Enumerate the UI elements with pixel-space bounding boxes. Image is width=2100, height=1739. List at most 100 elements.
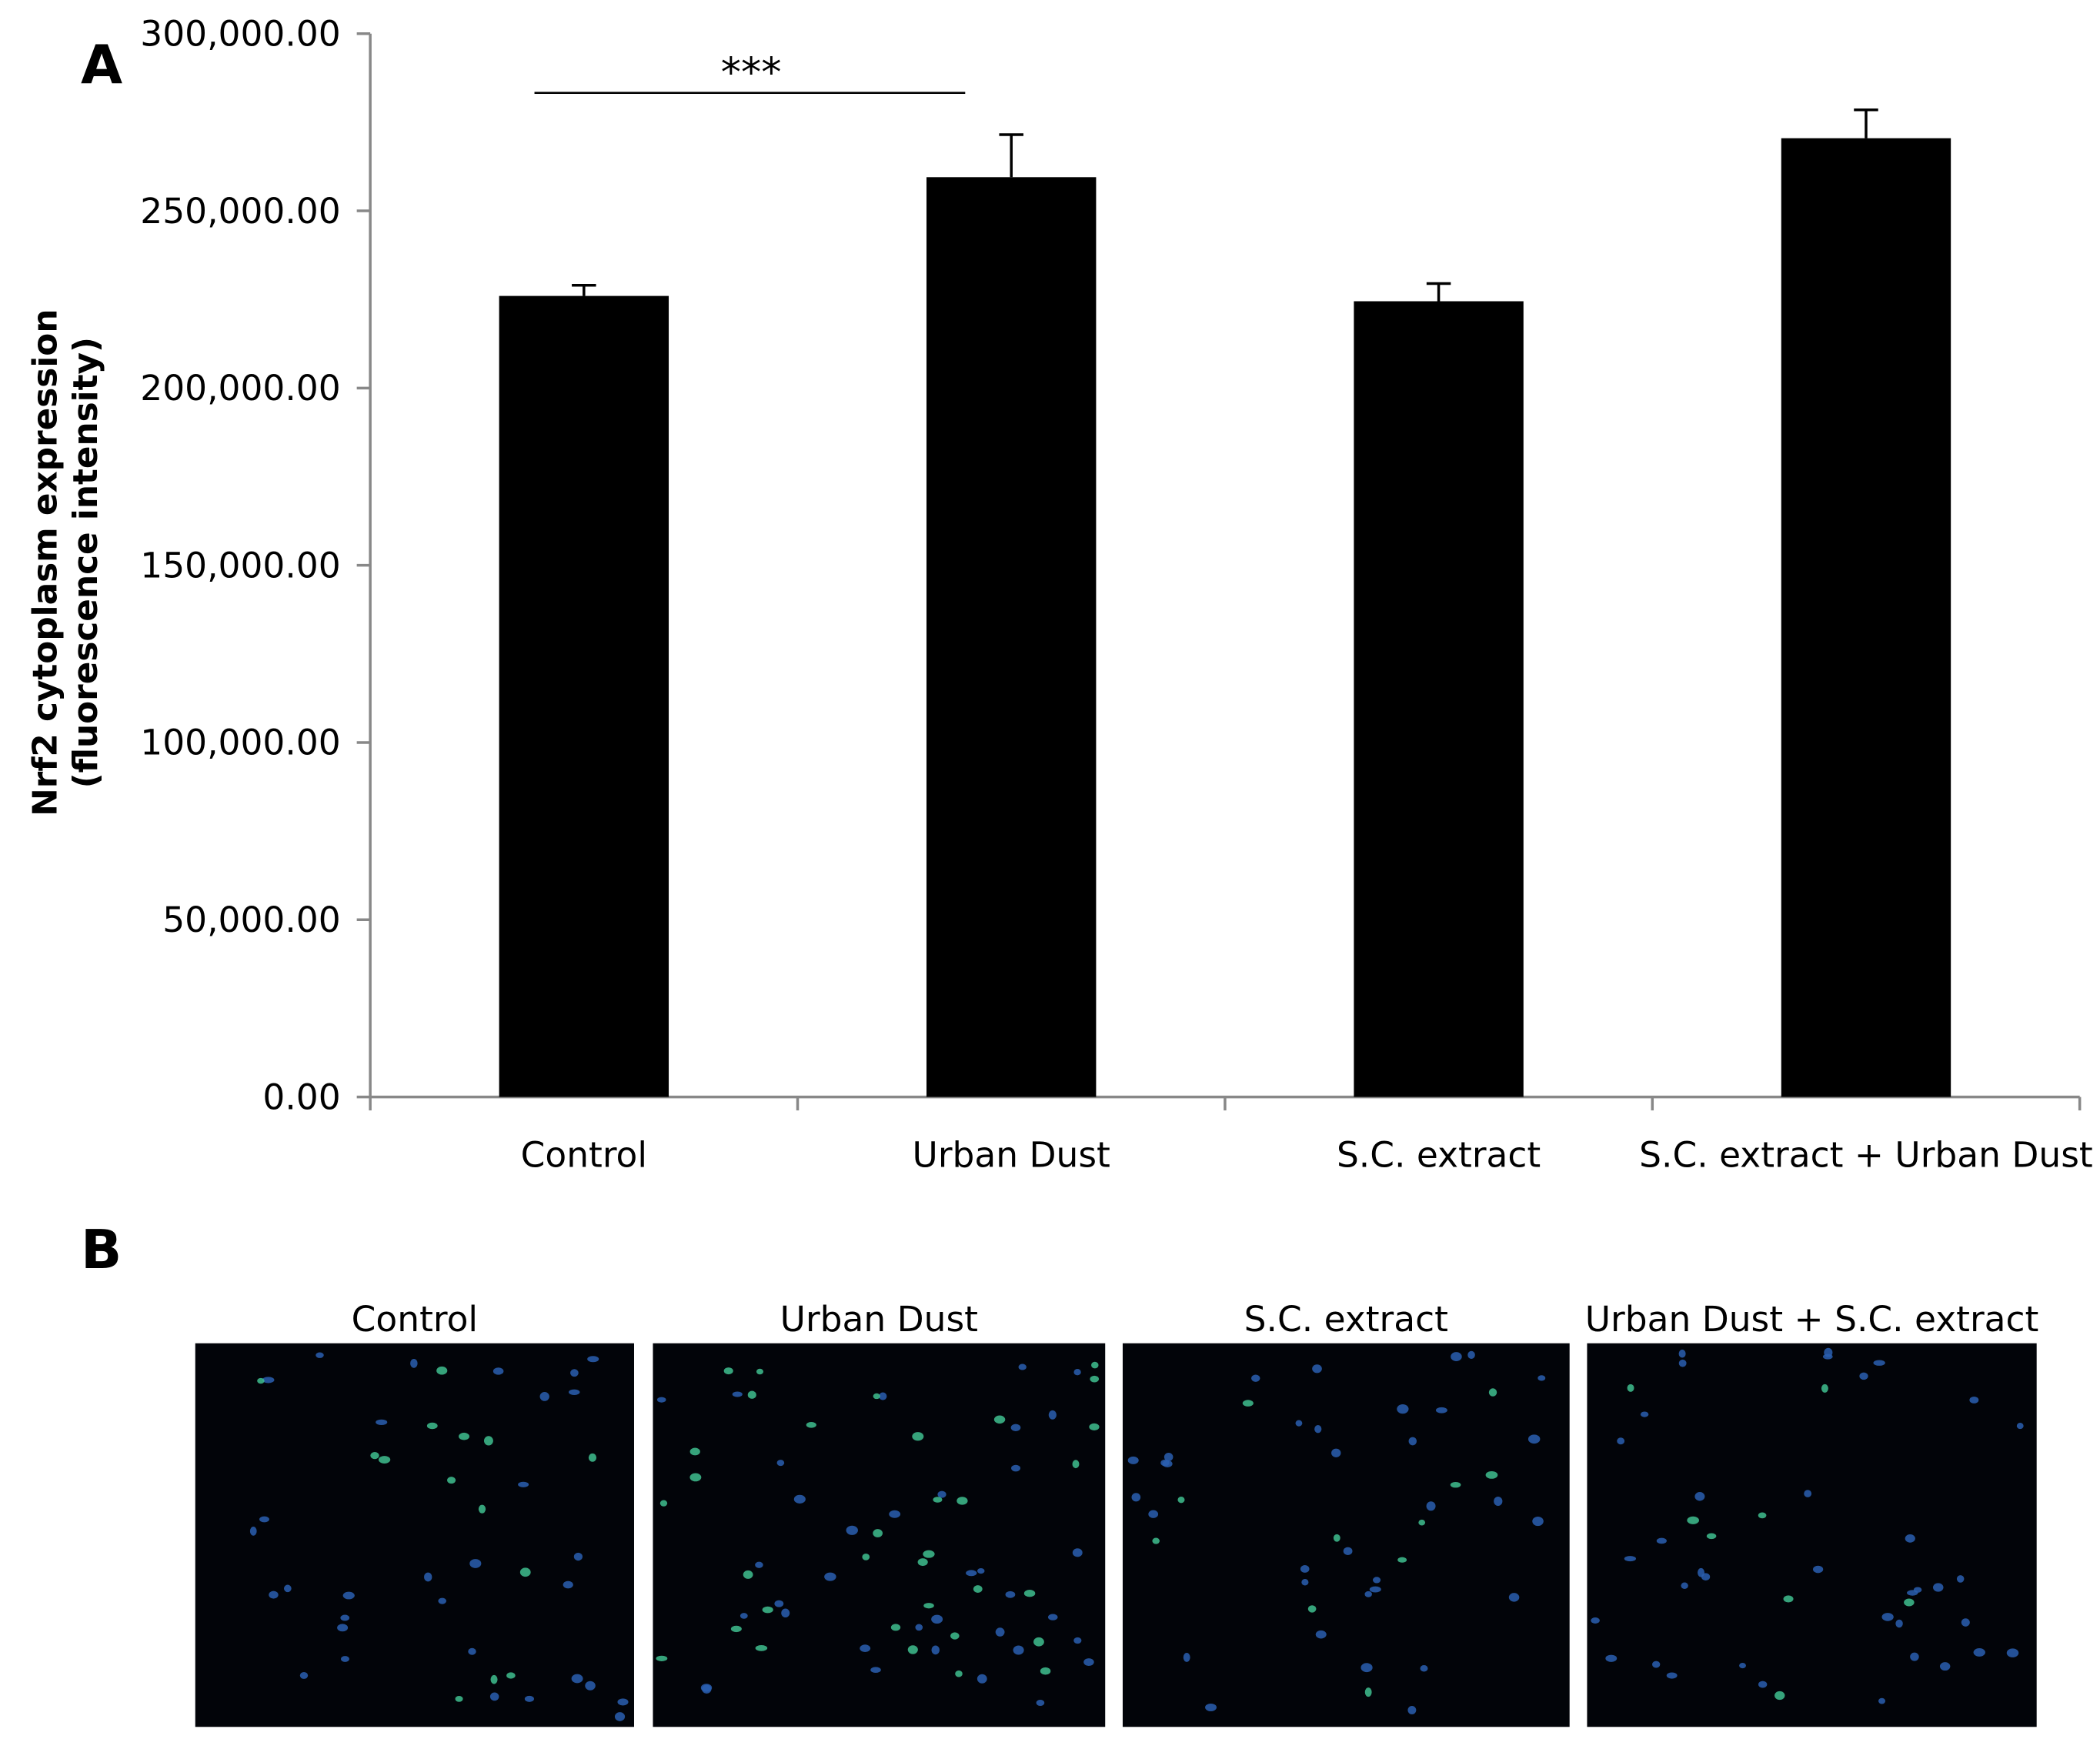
cell — [873, 1529, 883, 1537]
cell — [2006, 1648, 2019, 1657]
cell — [747, 1390, 756, 1399]
cell — [2016, 1423, 2024, 1430]
micrograph-background — [1122, 1343, 1570, 1727]
y-axis-label: Nrf2 cytoplasm expression (fluorescence … — [26, 309, 105, 816]
y-tick-label: 150,000.00 — [140, 545, 340, 586]
cell — [917, 1558, 928, 1567]
cell — [1011, 1464, 1020, 1472]
image-title: Urban Dust — [780, 1299, 978, 1340]
cell — [1678, 1359, 1687, 1367]
cell — [862, 1554, 870, 1560]
bar — [926, 177, 1097, 1097]
cell — [1758, 1512, 1767, 1519]
cell — [907, 1645, 918, 1654]
cell — [1127, 1456, 1139, 1464]
cell — [1591, 1617, 1600, 1624]
cell — [774, 1600, 784, 1607]
x-tick-label: S.C. extract + Urban Dust — [1639, 1135, 2093, 1176]
cell — [933, 1497, 943, 1503]
micrograph-background — [195, 1343, 634, 1727]
cell — [923, 1550, 935, 1558]
cell — [1537, 1375, 1546, 1381]
cell — [1131, 1493, 1141, 1502]
cell — [249, 1526, 257, 1536]
cell — [1451, 1352, 1462, 1361]
cell — [1343, 1547, 1353, 1555]
cell — [1160, 1459, 1170, 1467]
cell — [1739, 1662, 1746, 1669]
y-axis-label-line: (fluorescence intensity) — [66, 337, 105, 788]
cell — [659, 1500, 668, 1507]
cell — [426, 1422, 438, 1430]
cell — [447, 1477, 456, 1484]
cell — [824, 1572, 836, 1581]
cell — [1369, 1586, 1381, 1593]
cell — [316, 1352, 324, 1358]
cell — [1040, 1667, 1051, 1675]
cell — [1397, 1557, 1407, 1563]
cell — [614, 1712, 626, 1721]
cell — [1420, 1665, 1428, 1672]
cell — [755, 1561, 763, 1568]
cell — [931, 1614, 943, 1624]
cell — [257, 1377, 265, 1384]
cell — [1148, 1510, 1159, 1518]
cell — [1083, 1658, 1094, 1667]
cell — [1961, 1618, 1970, 1627]
cell — [1681, 1582, 1688, 1590]
cell — [1407, 1706, 1417, 1714]
cell — [492, 1367, 504, 1375]
cell — [1023, 1589, 1036, 1597]
cell — [1300, 1565, 1310, 1573]
cell — [1656, 1537, 1667, 1544]
cell — [1527, 1434, 1541, 1444]
image-title: S.C. extract — [1244, 1299, 1448, 1340]
cell — [870, 1667, 881, 1674]
cell — [570, 1369, 579, 1377]
cell — [1177, 1496, 1185, 1504]
cell — [755, 1645, 768, 1651]
cell — [269, 1590, 279, 1599]
cell — [1295, 1420, 1303, 1427]
cell — [993, 1415, 1006, 1424]
cell — [1435, 1407, 1447, 1414]
cell — [1164, 1453, 1174, 1462]
cell — [1822, 1353, 1833, 1360]
cell — [518, 1481, 529, 1487]
cell — [879, 1392, 887, 1400]
panel-label: B — [81, 1219, 122, 1281]
cell — [915, 1624, 923, 1631]
cell — [1089, 1423, 1100, 1430]
bar — [499, 295, 669, 1097]
cell — [1018, 1363, 1027, 1370]
cell — [1373, 1577, 1381, 1584]
cell — [539, 1391, 549, 1401]
cell — [489, 1692, 499, 1701]
cell — [455, 1696, 463, 1702]
cell — [1905, 1534, 1915, 1543]
cell — [1617, 1437, 1625, 1445]
y-tick-label: 300,000.00 — [140, 13, 340, 54]
cell — [1005, 1590, 1016, 1598]
cell — [1859, 1372, 1868, 1380]
cell — [1073, 1637, 1082, 1644]
cell — [1033, 1637, 1044, 1647]
cell — [1072, 1460, 1080, 1469]
cell — [1090, 1375, 1100, 1383]
cell — [1605, 1654, 1618, 1662]
cell — [689, 1473, 702, 1482]
x-tick-label: Control — [521, 1135, 647, 1176]
cell — [483, 1436, 493, 1446]
cell — [340, 1614, 350, 1621]
cell — [283, 1584, 292, 1593]
cell — [1485, 1470, 1498, 1479]
cell — [1418, 1519, 1426, 1526]
image-title: Control — [352, 1299, 478, 1340]
cell — [585, 1681, 596, 1691]
cell — [890, 1624, 901, 1631]
cell — [424, 1572, 432, 1582]
cell — [340, 1656, 349, 1662]
cell — [1624, 1556, 1637, 1562]
cell — [1627, 1384, 1634, 1392]
